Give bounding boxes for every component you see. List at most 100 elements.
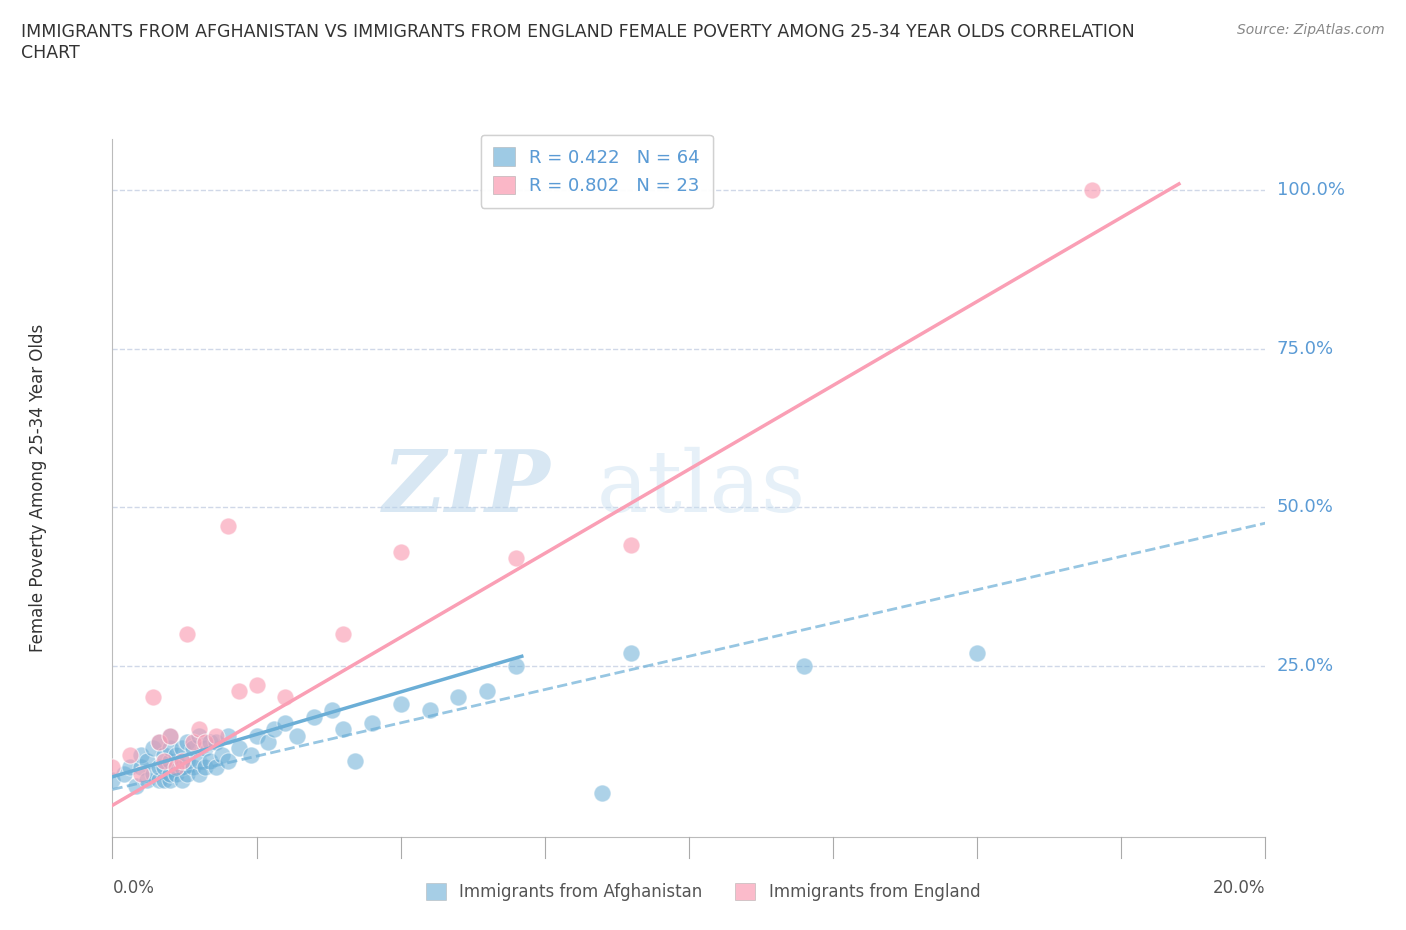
Point	[274, 690, 297, 705]
Point	[129, 766, 153, 781]
Point	[475, 684, 498, 698]
Point	[159, 753, 181, 768]
Point	[200, 753, 222, 768]
Point	[129, 760, 153, 775]
Text: atlas: atlas	[596, 446, 806, 530]
Point	[245, 677, 267, 692]
Legend: Immigrants from Afghanistan, Immigrants from England: Immigrants from Afghanistan, Immigrants …	[413, 870, 993, 912]
Point	[142, 741, 165, 756]
Point	[148, 735, 170, 750]
Point	[321, 703, 343, 718]
Point	[165, 766, 187, 781]
Point	[176, 753, 198, 768]
Point	[165, 747, 187, 762]
Point	[101, 760, 124, 775]
Point	[211, 747, 233, 762]
Point	[205, 735, 228, 750]
Point	[176, 627, 198, 642]
Point	[304, 709, 326, 724]
Point	[245, 728, 267, 743]
Point	[181, 741, 204, 756]
Point	[165, 760, 187, 775]
Legend: R = 0.422   N = 64, R = 0.802   N = 23: R = 0.422 N = 64, R = 0.802 N = 23	[481, 135, 713, 207]
Point	[505, 658, 527, 673]
Point	[447, 690, 470, 705]
Point	[217, 519, 239, 534]
Point	[257, 735, 280, 750]
Text: 50.0%: 50.0%	[1277, 498, 1333, 516]
Point	[170, 741, 193, 756]
Point	[148, 773, 170, 788]
Point	[176, 766, 198, 781]
Point	[159, 766, 181, 781]
Point	[285, 728, 308, 743]
Point	[118, 747, 141, 762]
Point	[124, 778, 146, 793]
Point	[101, 773, 124, 788]
Text: Source: ZipAtlas.com: Source: ZipAtlas.com	[1237, 23, 1385, 37]
Point	[332, 627, 354, 642]
Text: 0.0%: 0.0%	[112, 879, 155, 897]
Point	[153, 753, 176, 768]
Point	[343, 753, 366, 768]
Text: IMMIGRANTS FROM AFGHANISTAN VS IMMIGRANTS FROM ENGLAND FEMALE POVERTY AMONG 25-3: IMMIGRANTS FROM AFGHANISTAN VS IMMIGRANT…	[21, 23, 1135, 62]
Point	[159, 728, 181, 743]
Point	[176, 735, 198, 750]
Point	[170, 753, 193, 768]
Point	[194, 760, 217, 775]
Point	[170, 773, 193, 788]
Text: 20.0%: 20.0%	[1213, 879, 1265, 897]
Point	[505, 551, 527, 565]
Point	[389, 544, 412, 559]
Point	[188, 728, 211, 743]
Text: 100.0%: 100.0%	[1277, 181, 1344, 199]
Point	[153, 773, 176, 788]
Point	[200, 735, 222, 750]
Point	[274, 715, 297, 730]
Point	[159, 773, 181, 788]
Point	[194, 735, 217, 750]
Point	[332, 722, 354, 737]
Point	[118, 760, 141, 775]
Point	[228, 684, 250, 698]
Point	[188, 753, 211, 768]
Point	[170, 760, 193, 775]
Point	[188, 766, 211, 781]
Point	[205, 760, 228, 775]
Point	[205, 728, 228, 743]
Point	[389, 697, 412, 711]
Point	[142, 690, 165, 705]
Text: ZIP: ZIP	[382, 446, 551, 530]
Point	[181, 735, 204, 750]
Point	[136, 753, 159, 768]
Point	[793, 658, 815, 673]
Point	[263, 722, 285, 737]
Point	[112, 766, 135, 781]
Point	[217, 728, 239, 743]
Point	[228, 741, 250, 756]
Point	[136, 773, 159, 788]
Point	[159, 728, 181, 743]
Point	[1081, 183, 1104, 198]
Point	[592, 785, 614, 800]
Point	[620, 645, 643, 660]
Text: Female Poverty Among 25-34 Year Olds: Female Poverty Among 25-34 Year Olds	[28, 325, 46, 652]
Point	[620, 538, 643, 552]
Point	[217, 753, 239, 768]
Point	[360, 715, 382, 730]
Point	[148, 735, 170, 750]
Text: 25.0%: 25.0%	[1277, 657, 1334, 675]
Point	[153, 747, 176, 762]
Point	[153, 760, 176, 775]
Point	[129, 747, 153, 762]
Text: 75.0%: 75.0%	[1277, 339, 1334, 358]
Point	[159, 741, 181, 756]
Point	[239, 747, 262, 762]
Point	[148, 760, 170, 775]
Point	[188, 722, 211, 737]
Point	[142, 766, 165, 781]
Point	[181, 760, 204, 775]
Point	[194, 741, 217, 756]
Point	[419, 703, 441, 718]
Point	[966, 645, 988, 660]
